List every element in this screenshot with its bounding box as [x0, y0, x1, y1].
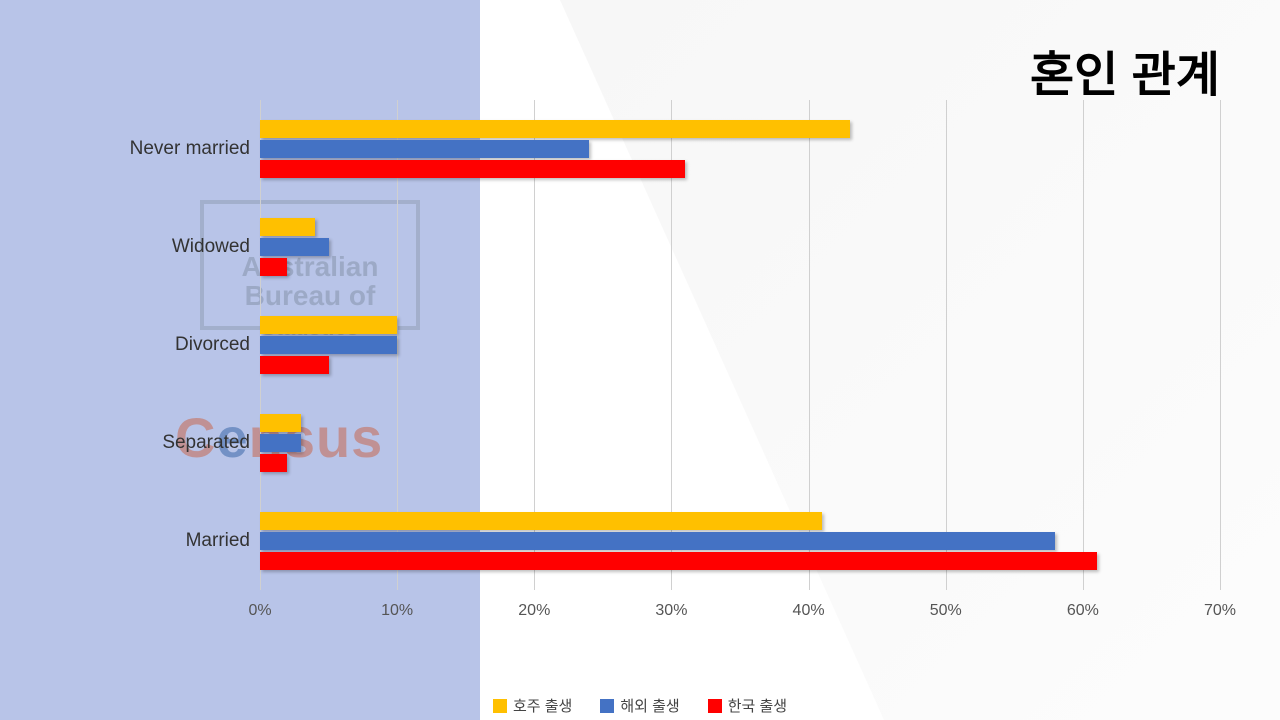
gridline: [1083, 100, 1084, 590]
bar: [260, 316, 397, 334]
x-tick-label: 20%: [518, 602, 550, 620]
legend-label: 한국 출생: [728, 698, 787, 715]
category-label: Never married: [100, 138, 250, 160]
legend-item: 호주 출생: [493, 695, 572, 716]
legend-label: 호주 출생: [513, 698, 572, 715]
bar: [260, 414, 301, 432]
bar: [260, 120, 850, 138]
x-tick-label: 10%: [381, 602, 413, 620]
x-tick-label: 0%: [248, 602, 271, 620]
x-tick-label: 70%: [1204, 602, 1236, 620]
bar: [260, 532, 1055, 550]
legend-swatch: [600, 699, 614, 713]
bar: [260, 552, 1097, 570]
bar: [260, 258, 287, 276]
bar: [260, 512, 822, 530]
bar: [260, 336, 397, 354]
bar: [260, 238, 329, 256]
category-label: Divorced: [100, 334, 250, 356]
legend-label: 해외 출생: [620, 698, 679, 715]
legend-swatch: [708, 699, 722, 713]
x-tick-label: 60%: [1067, 602, 1099, 620]
x-tick-label: 50%: [930, 602, 962, 620]
bar: [260, 356, 329, 374]
legend-swatch: [493, 699, 507, 713]
page-title: 혼인 관계: [1030, 35, 1220, 105]
category-label: Married: [100, 530, 250, 552]
legend-item: 한국 출생: [708, 695, 787, 716]
legend-item: 해외 출생: [600, 695, 679, 716]
bar: [260, 140, 589, 158]
bar: [260, 160, 685, 178]
bar: [260, 434, 301, 452]
category-label: Separated: [100, 432, 250, 454]
plot-area: 0%10%20%30%40%50%60%70%: [260, 100, 1220, 620]
gridline: [1220, 100, 1221, 590]
bar: [260, 454, 287, 472]
x-tick-label: 40%: [793, 602, 825, 620]
x-tick-label: 30%: [655, 602, 687, 620]
bar: [260, 218, 315, 236]
gridline: [946, 100, 947, 590]
chart-area: 0% 10% 20% 30% 40% 50% 60% 70% Never married Wid…: [100, 100, 1250, 660]
category-label: Widowed: [100, 236, 250, 258]
legend: 호주 출생 해외 출생 한국 출생: [0, 695, 1280, 716]
